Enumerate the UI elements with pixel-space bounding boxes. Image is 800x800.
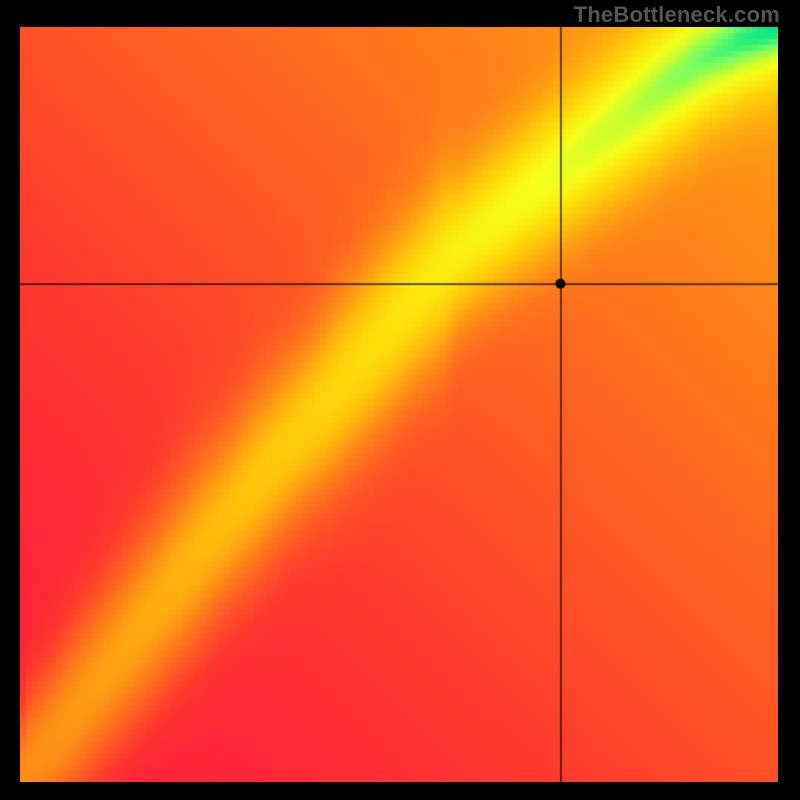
chart-frame: TheBottleneck.com [0,0,800,800]
heatmap-canvas [20,27,778,782]
watermark-text: TheBottleneck.com [574,2,780,28]
heatmap-panel [20,27,778,782]
